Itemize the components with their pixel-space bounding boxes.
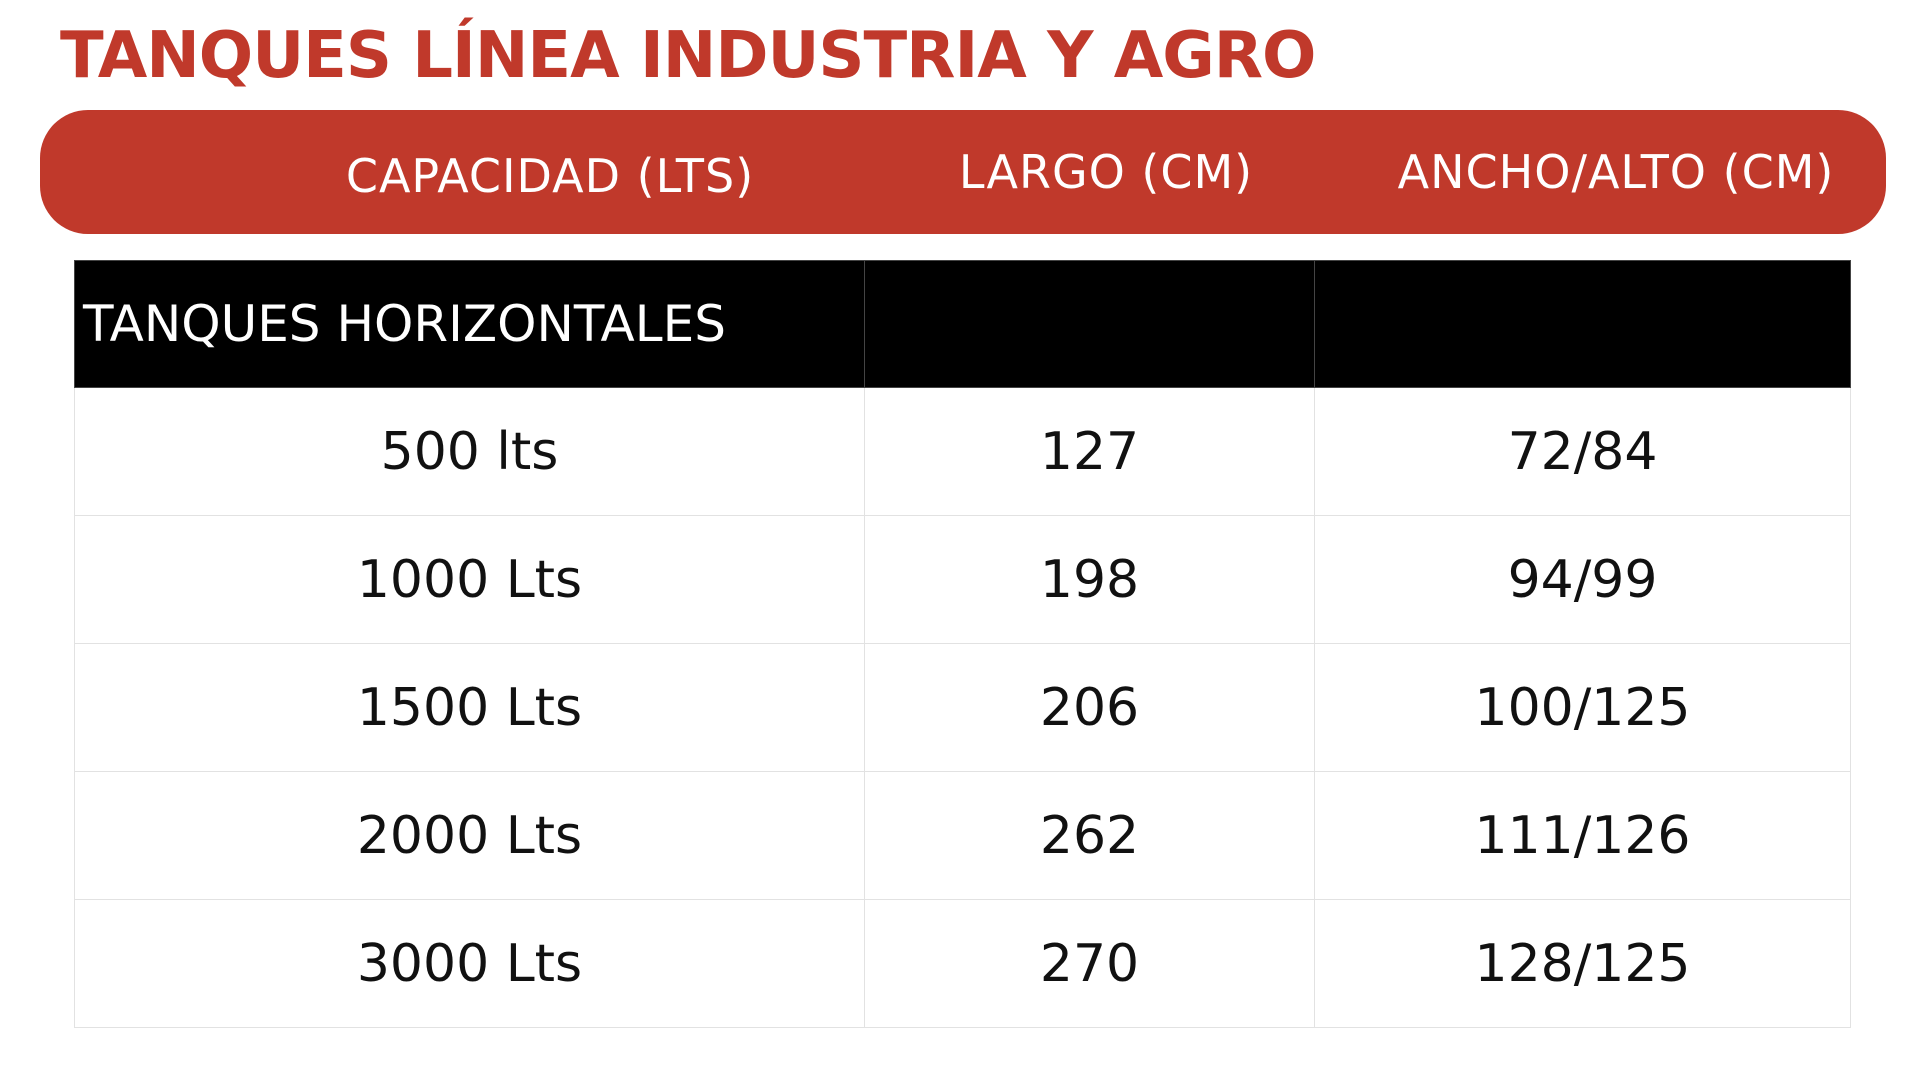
table-row: 2000 Lts 262 111/126 bbox=[74, 771, 1851, 900]
column-header-largo: LARGO (CM) bbox=[958, 145, 1254, 199]
largo-cell: 262 bbox=[864, 771, 1315, 900]
ancho-alto-cell: 128/125 bbox=[1314, 899, 1851, 1028]
section-row-horizontal-tanks: TANQUES HORIZONTALES bbox=[74, 260, 1851, 388]
capacity-cell: 3000 Lts bbox=[74, 899, 865, 1028]
capacity-cell: 1000 Lts bbox=[74, 515, 865, 644]
page-title: TANQUES LÍNEA INDUSTRIA Y AGRO bbox=[60, 19, 1316, 93]
capacity-cell: 500 lts bbox=[74, 387, 865, 516]
tank-spec-table: TANQUES HORIZONTALES 500 lts 127 72/84 1… bbox=[74, 260, 1851, 1028]
ancho-alto-cell: 100/125 bbox=[1314, 643, 1851, 772]
column-header-bar: CAPACIDAD (LTS) LARGO (CM) ANCHO/ALTO (C… bbox=[40, 110, 1886, 234]
table-row: 3000 Lts 270 128/125 bbox=[74, 899, 1851, 1028]
table-row: 1000 Lts 198 94/99 bbox=[74, 515, 1851, 644]
largo-cell: 270 bbox=[864, 899, 1315, 1028]
ancho-alto-cell: 111/126 bbox=[1314, 771, 1851, 900]
ancho-alto-cell: 72/84 bbox=[1314, 387, 1851, 516]
column-header-ancho-alto: ANCHO/ALTO (CM) bbox=[1397, 145, 1835, 199]
section-empty-cell bbox=[864, 260, 1315, 388]
section-empty-cell bbox=[1314, 260, 1851, 388]
largo-cell: 198 bbox=[864, 515, 1315, 644]
ancho-alto-cell: 94/99 bbox=[1314, 515, 1851, 644]
largo-cell: 127 bbox=[864, 387, 1315, 516]
capacity-cell: 1500 Lts bbox=[74, 643, 865, 772]
capacity-cell: 2000 Lts bbox=[74, 771, 865, 900]
table-row: 500 lts 127 72/84 bbox=[74, 387, 1851, 516]
column-header-capacity: CAPACIDAD (LTS) bbox=[345, 149, 755, 203]
table-row: 1500 Lts 206 100/125 bbox=[74, 643, 1851, 772]
section-label: TANQUES HORIZONTALES bbox=[74, 260, 865, 388]
largo-cell: 206 bbox=[864, 643, 1315, 772]
